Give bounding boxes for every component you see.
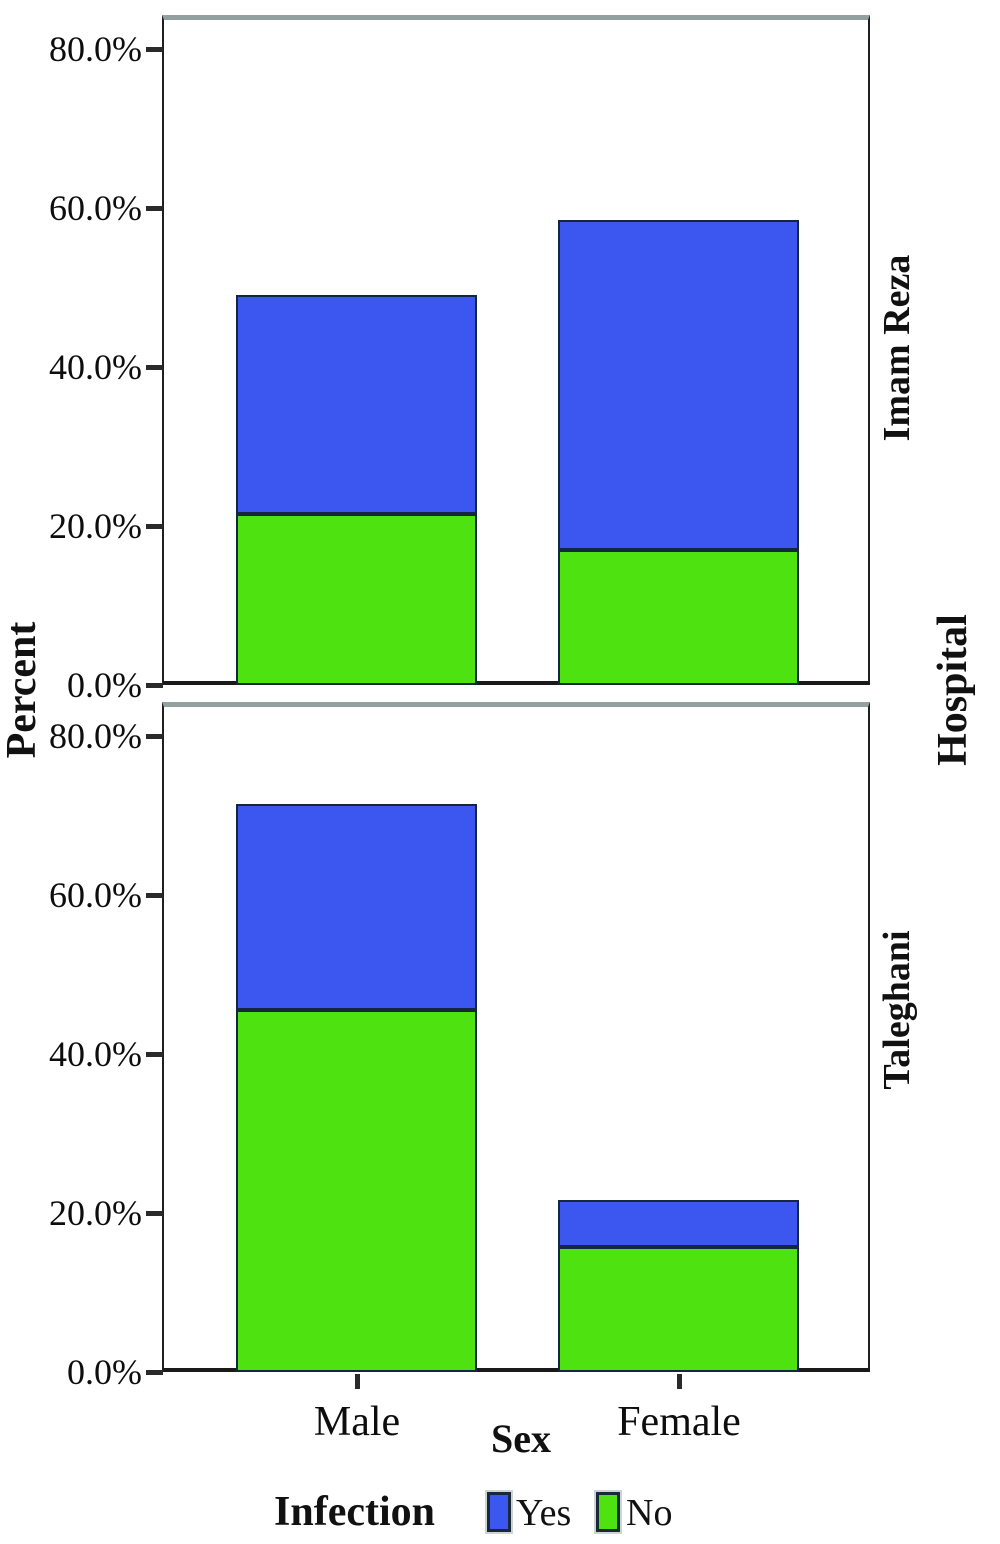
legend-label-yes: Yes <box>516 1492 572 1534</box>
y-tick-mark <box>146 1052 163 1057</box>
bar-segment-taleghani-female-no <box>558 1247 799 1372</box>
y-tick-mark <box>146 524 163 529</box>
y-tick-label: 0.0% <box>67 665 142 705</box>
bar-segment-imam-reza-female-no <box>558 549 799 685</box>
y-tick-mark <box>146 683 163 688</box>
y-tick-label: 20.0% <box>49 506 142 546</box>
y-tick-label: 20.0% <box>49 1193 142 1233</box>
x-axis-title: Sex <box>491 1416 551 1461</box>
legend-swatch-no <box>596 1492 620 1532</box>
facet-dimension-title: Hospital <box>930 614 976 766</box>
y-tick-label: 80.0% <box>49 716 142 756</box>
y-axis-title: Percent <box>0 621 45 759</box>
legend-label-no: No <box>626 1492 673 1534</box>
bar-segment-imam-reza-female-yes <box>558 219 799 550</box>
x-tick-mark <box>677 1374 682 1389</box>
y-tick-label: 60.0% <box>49 875 142 915</box>
bar-segment-imam-reza-male-yes <box>236 295 477 515</box>
y-tick-mark <box>146 1370 163 1375</box>
x-tick-mark <box>355 1374 360 1389</box>
y-tick-mark <box>146 734 163 739</box>
y-tick-label: 80.0% <box>49 29 142 69</box>
y-tick-mark <box>146 893 163 898</box>
legend-swatch-yes <box>487 1492 511 1532</box>
bar-segment-taleghani-female-yes <box>558 1200 799 1248</box>
x-category-label-male: Male <box>313 1399 401 1445</box>
y-tick-label: 60.0% <box>49 188 142 228</box>
y-tick-mark <box>146 206 163 211</box>
y-tick-mark <box>146 365 163 370</box>
legend-title: Infection <box>274 1489 435 1535</box>
x-category-label-female: Female <box>617 1399 741 1445</box>
bar-segment-imam-reza-male-no <box>236 514 477 685</box>
bar-segment-taleghani-male-no <box>236 1010 477 1372</box>
bar-segment-taleghani-male-yes <box>236 803 477 1011</box>
facet-label-1: Imam Reza <box>876 254 918 442</box>
facet-label-2: Taleghani <box>876 930 918 1090</box>
y-tick-label: 40.0% <box>49 347 142 387</box>
y-tick-label: 40.0% <box>49 1034 142 1074</box>
y-tick-label: 0.0% <box>67 1352 142 1392</box>
y-tick-mark <box>146 47 163 52</box>
y-tick-mark <box>146 1211 163 1216</box>
